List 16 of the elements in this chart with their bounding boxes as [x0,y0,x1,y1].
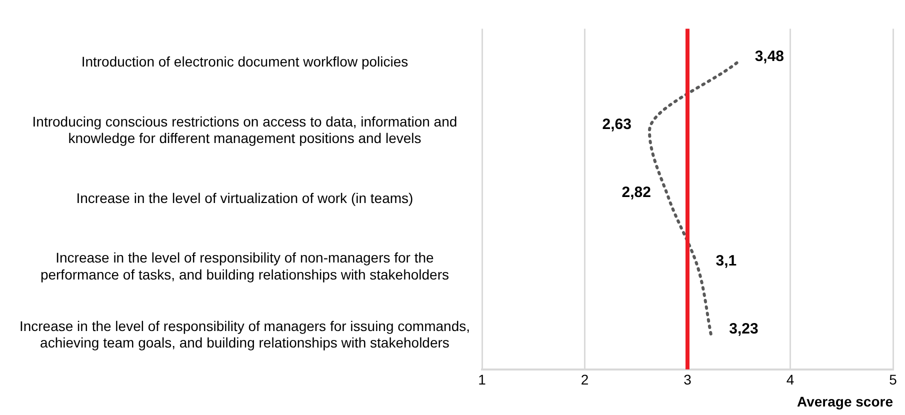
x-tick-label: 4 [786,372,794,388]
y-tick-label: Increase in the level of responsibility of managers for issuing commands, achieving team goals, and building relationships with stakeholders [19,318,470,351]
data-label: 2,63 [602,116,632,134]
y-tick-label: Introducing conscious restrictions on access to data, information and knowledge for different management positions and levels [32,113,458,146]
y-tick-label: Increase in the level of virtualization of work (in teams) [76,190,414,206]
y-tick-label: Increase in the level of responsibility of non-managers for the performance of tasks, and building relationships with stakeholders [40,250,450,282]
x-tick-label: 3 [684,372,692,388]
data-label: 3,23 [729,320,758,338]
x-tick-label: 5 [889,372,898,388]
data-label: 2,82 [622,184,652,202]
data-label: 3,48 [754,48,784,65]
x-tick-label: 2 [580,372,589,388]
x-axis-title: Average score [797,393,894,410]
x-tick-label: 1 [478,372,486,388]
y-tick-label: Introduction of electronic document workflow policies [81,54,408,70]
data-label: 3,1 [716,252,737,270]
